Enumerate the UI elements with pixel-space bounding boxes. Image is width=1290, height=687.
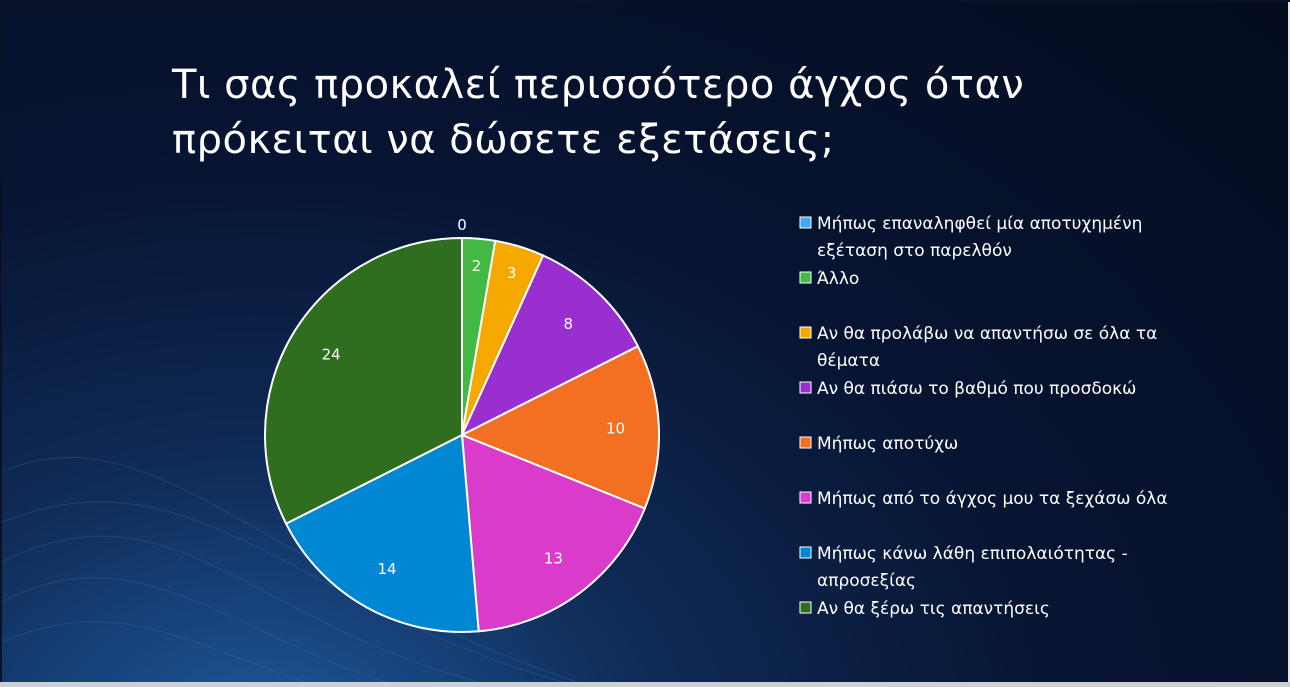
legend-label-1-line-0: Άλλο [817, 269, 859, 289]
data-label-4: 10 [606, 419, 625, 437]
pie-slice-4 [459, 344, 660, 510]
data-label-0: 0 [457, 216, 467, 234]
pie-data-labels: 0 2 3 8 10 13 14 24 [322, 216, 625, 578]
legend-label-0-line-0: Μήπως επαναληφθεί μία αποτυχημένη [817, 214, 1142, 234]
legend-label-5-line-0: Μήπως από το άγχος μου τα ξεχάσω όλα [817, 489, 1168, 509]
pie-slice-6 [284, 433, 480, 633]
data-label-3: 8 [564, 315, 574, 333]
chart-legend: Μήπως επαναληφθεί μία αποτυχημένη εξέταση… [799, 214, 1168, 619]
slide-title-line-2: πρόκειται να δώσετε εξετάσεις; [172, 117, 835, 163]
legend-label-2-line-0: Αν θα προλάβω να απαντήσω σε όλα τα [817, 324, 1157, 344]
legend-label-2-line-1: θέματα [817, 351, 880, 371]
data-label-7: 24 [322, 345, 341, 363]
pie-slice-7 [264, 236, 463, 526]
pie-slice-5 [460, 433, 647, 633]
legend-swatch-1 [799, 271, 812, 284]
legend-label-6-line-0: Μήπως κάνω λάθη επιπολαιότητας - [817, 544, 1128, 564]
pie-slices [264, 236, 660, 633]
legend-swatch-6 [799, 546, 812, 559]
legend-label-3-line-0: Αν θα πιάσω το βαθμό που προσδοκώ [817, 379, 1136, 399]
data-label-2: 3 [507, 264, 517, 282]
legend-swatch-5 [799, 491, 812, 504]
data-label-6: 14 [378, 560, 397, 578]
legend-label-6-line-1: απροσεξίας [817, 571, 916, 591]
legend-swatch-3 [799, 381, 812, 394]
data-label-5: 13 [544, 550, 563, 568]
legend-swatch-7 [799, 601, 812, 614]
data-label-1: 2 [472, 257, 482, 275]
slide-title-line-1: Τι σας προκαλεί περισσότερο άγχος όταν [172, 62, 1025, 108]
legend-label-0-line-1: εξέταση στο παρελθόν [817, 241, 1012, 261]
legend-swatch-2 [799, 326, 812, 339]
legend-swatch-0 [799, 216, 812, 229]
pie-slice-3 [459, 254, 640, 438]
legend-label-7-line-0: Αν θα ξέρω τις απαντήσεις [817, 599, 1050, 619]
legend-label-4-line-0: Μήπως αποτύχω [817, 434, 958, 454]
legend-swatch-4 [799, 436, 812, 449]
